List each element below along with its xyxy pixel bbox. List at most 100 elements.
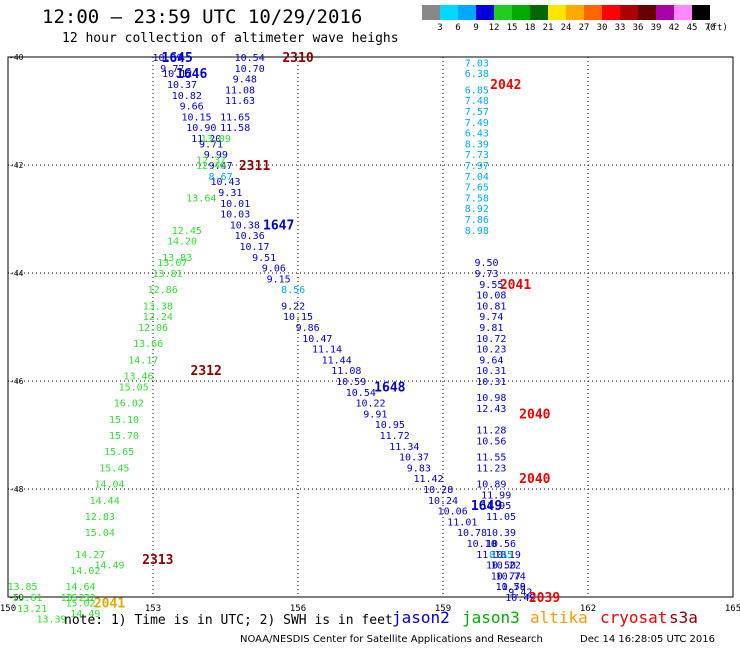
x-tick-label: 153 (145, 604, 161, 614)
x-tick-label: 162 (580, 604, 596, 614)
wave-height-value: 9.91 (363, 409, 387, 420)
wave-height-value: 9.86 (296, 323, 320, 334)
wave-height-value: 10.95 (375, 420, 405, 431)
wave-height-value: 10.37 (167, 80, 197, 91)
color-swatch (440, 5, 458, 20)
color-scale-label: 3 (437, 23, 443, 33)
track-time-label: 1645 (162, 51, 193, 66)
y-tick-label: -50 (9, 593, 24, 602)
wave-height-value: 15.10 (109, 415, 139, 426)
wave-height-value: 9.22 (281, 301, 305, 312)
wave-height-value: 9.48 (233, 75, 257, 86)
wave-height-value: 10.89 (476, 480, 506, 491)
wave-height-value: 12.37 (196, 156, 226, 167)
track-time-label: 2042 (490, 78, 521, 93)
wave-height-value: 9.55 (479, 280, 503, 291)
wave-height-value: 11.14 (312, 345, 342, 356)
wave-height-value: 10.77 (491, 571, 521, 582)
wave-height-value: 13.21 (17, 604, 47, 615)
color-scale-label: 15 (506, 23, 518, 33)
y-tick-label: -40 (9, 53, 24, 62)
track-time-label: 1649 (471, 499, 502, 514)
color-scale-label: 42 (668, 23, 680, 33)
wave-height-value: 7.86 (465, 215, 489, 226)
color-swatch (422, 5, 440, 20)
wave-height-value: 12.83 (85, 512, 115, 523)
wave-height-value: 10.50 (486, 561, 516, 572)
wave-height-value: 13.83 (162, 253, 192, 264)
wave-height-value: 7.57 (465, 107, 489, 118)
wave-height-value: 11.01 (447, 517, 477, 528)
track-time-label: 2039 (529, 591, 560, 606)
x-tick-label: 156 (290, 604, 306, 614)
color-scale-label: 12 (488, 23, 500, 33)
color-scale-label: 70 (704, 23, 716, 33)
wave-height-value: 13.64 (186, 193, 216, 204)
wave-height-value: 14.02 (70, 566, 100, 577)
legend-cryosat: cryosat (600, 608, 668, 627)
wave-height-value: 9.81 (479, 323, 503, 334)
wave-height-value: 8.92 (465, 204, 489, 215)
wave-height-value: 10.74 (496, 571, 526, 582)
wave-height-value: 13.09 (201, 134, 231, 145)
wave-height-value: 10.37 (399, 453, 429, 464)
wave-height-value: 8.98 (465, 226, 489, 237)
wave-height-value: 10.56 (476, 436, 506, 447)
color-scale-label: 27 (578, 23, 590, 33)
wave-height-value: 9.73 (474, 269, 498, 280)
wave-height-value: 11.34 (389, 442, 419, 453)
color-swatch (584, 5, 602, 20)
x-tick-label: 150 (0, 604, 16, 614)
wave-height-value: 13.66 (133, 339, 163, 350)
wave-height-value: 12.86 (148, 285, 178, 296)
wave-height-value: 10.03 (220, 210, 250, 221)
wave-height-value: 11.58 (220, 123, 250, 134)
track-time-label: 2040 (519, 472, 550, 487)
wave-height-value: 13.81 (152, 269, 182, 280)
wave-height-value: 6.38 (465, 69, 489, 80)
x-tick-label: 165 (725, 604, 740, 614)
wave-height-value: 15.65 (104, 447, 134, 458)
wave-height-value: 10.15 (283, 312, 313, 323)
color-scale-unit: (ft) (706, 23, 728, 33)
track-time-label: 2311 (239, 159, 270, 174)
wave-height-value: 12.06 (138, 323, 168, 334)
wave-height-value: 14.20 (167, 237, 197, 248)
wave-height-value: 9.06 (262, 264, 286, 275)
wave-height-value: 10.78 (457, 528, 487, 539)
wave-height-value: 15.04 (85, 528, 115, 539)
color-swatch (494, 5, 512, 20)
wave-height-value: 11.55 (476, 453, 506, 464)
track-time-label: 2041 (500, 278, 531, 293)
y-tick-label: -48 (9, 485, 24, 494)
track-time-label: 1647 (263, 218, 294, 233)
color-swatch (602, 5, 620, 20)
generation-timestamp: Dec 14 16:28:05 UTC 2016 (580, 634, 715, 645)
wave-height-value: 8.67 (209, 172, 233, 183)
wave-height-value: 10.39 (152, 53, 182, 64)
wave-height-value: 9.66 (180, 102, 204, 113)
wave-height-value: 10.22 (491, 561, 521, 572)
wave-height-value: 10.49 (505, 593, 535, 604)
wave-height-value: 9.83 (407, 463, 431, 474)
wave-height-value: 10.36 (235, 231, 265, 242)
wave-height-value: 10.39 (486, 528, 516, 539)
legend-altika: altika (530, 608, 588, 627)
wave-height-value: 14.17 (128, 355, 158, 366)
wave-height-value: 10.90 (186, 123, 216, 134)
wave-height-value: 7.04 (465, 172, 489, 183)
wave-height-value: 11.13 (476, 550, 506, 561)
y-tick-label: -46 (9, 377, 24, 386)
wave-height-value: 10.24 (428, 496, 458, 507)
wave-height-value: 10.54 (235, 53, 265, 64)
wave-height-value: 10.10 (467, 539, 497, 550)
wave-height-value: 14.44 (90, 496, 120, 507)
wave-height-value: 9.50 (474, 258, 498, 269)
color-swatch (548, 5, 566, 20)
wave-height-value: 10.54 (346, 388, 376, 399)
legend-s3a: s3a (669, 608, 698, 627)
wave-height-value: 8.56 (281, 285, 305, 296)
wave-height-value: 12.24 (143, 312, 173, 323)
wave-height-value: 8.65 (489, 550, 513, 561)
wave-height-value: 11.28 (476, 426, 506, 437)
